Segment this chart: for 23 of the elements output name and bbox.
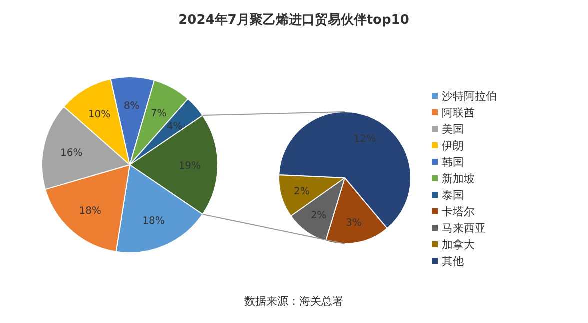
category-label: 伊朗 (442, 140, 464, 152)
category-label: 韩国 (442, 156, 464, 169)
source-note: 数据来源：海关总署 (244, 295, 344, 308)
data-label: 7% (150, 108, 167, 120)
data-label: 18% (142, 216, 165, 227)
data-label: 8% (124, 101, 140, 112)
data-label: 16% (60, 148, 83, 159)
legend-label: 加拿大 (442, 238, 475, 252)
data-label: 18% (79, 206, 102, 217)
category-label: 泰国 (442, 189, 464, 202)
category-label: 新加坡 (442, 172, 475, 186)
legend-label: 卡塔尔 (442, 206, 475, 218)
data-label: 4% (166, 121, 183, 132)
legend-label: 其他 (442, 255, 464, 268)
category-label: 美国 (442, 123, 464, 136)
data-label: 12% (354, 134, 376, 145)
legend-label: 马来西亚 (442, 222, 486, 235)
category-label: 沙特阿拉伯 (442, 90, 497, 103)
category-label: 阿联酋 (442, 106, 475, 120)
data-label: 2% (294, 186, 310, 198)
data-label: 10% (88, 109, 111, 120)
text: 2024年7月聚乙烯进口贸易伙伴top10 (178, 12, 410, 28)
data-label: 3% (346, 218, 362, 229)
